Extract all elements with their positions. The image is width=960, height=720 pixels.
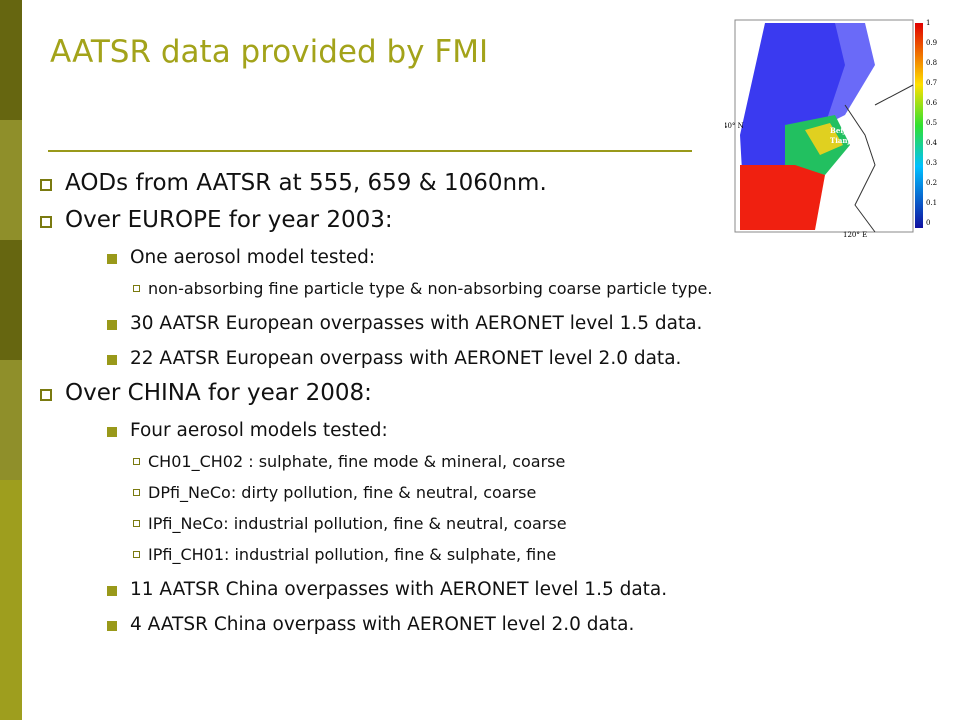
bullet: Over EUROPE for year 2003: <box>0 205 960 235</box>
coastline <box>874 84 914 106</box>
sub-bullet: One aerosol model tested: <box>0 246 960 270</box>
side-bar <box>0 480 22 720</box>
colorbar-label: 0.9 <box>926 39 937 47</box>
colorbar-label: 0 <box>926 219 930 227</box>
bullet: Over CHINA for year 2008: <box>0 378 960 408</box>
lat-label: 40° N <box>725 122 744 130</box>
colorbar <box>915 23 923 228</box>
map-swath <box>805 123 843 155</box>
sub-sub-bullet: DPfi_NeCo: dirty pollution, fine & neutr… <box>0 481 960 505</box>
side-bar <box>0 240 22 360</box>
colorbar-label: 0.8 <box>926 59 937 67</box>
side-bar <box>0 0 22 120</box>
sub-sub-bullet: IPfi_CH01: industrial pollution, fine & … <box>0 543 960 567</box>
side-bar <box>0 120 22 240</box>
side-bar <box>0 360 22 480</box>
colorbar-label: 1 <box>926 19 930 27</box>
map-swath <box>740 165 825 230</box>
colorbar-label: 0.7 <box>926 79 937 87</box>
sub-bullet: 4 AATSR China overpass with AERONET leve… <box>0 613 960 637</box>
lon-label: 120° E <box>843 231 867 239</box>
place-label: Tianjin <box>830 136 858 145</box>
sub-sub-bullet: IPfi_NeCo: industrial pollution, fine & … <box>0 512 960 536</box>
colorbar-label: 0.1 <box>926 199 937 207</box>
sub-sub-bullet: non-absorbing fine particle type & non-a… <box>0 277 960 301</box>
slide-title: AATSR data provided by FMI <box>50 34 489 70</box>
bullet-list: AODs from AATSR at 555, 659 & 1060nm. Ove… <box>0 161 960 637</box>
colorbar-label: 0.3 <box>926 159 937 167</box>
sub-bullet: 22 AATSR European overpass with AERONET … <box>0 347 960 371</box>
title-rule <box>48 150 692 152</box>
sub-bullet: Four aerosol models tested: <box>0 419 960 443</box>
colorbar-label: 0.4 <box>926 139 938 147</box>
sub-bullet: 30 AATSR European overpasses with AERONE… <box>0 312 960 336</box>
colorbar-label: 0.6 <box>926 99 938 107</box>
map-swath <box>825 23 875 125</box>
coastline <box>844 104 876 233</box>
bullet: AODs from AATSR at 555, 659 & 1060nm. <box>0 168 960 198</box>
sub-bullet: 11 AATSR China overpasses with AERONET l… <box>0 578 960 602</box>
colorbar-label: 0.2 <box>926 179 937 187</box>
place-label: Beijing <box>830 126 858 135</box>
sub-sub-bullet: CH01_CH02 : sulphate, fine mode & minera… <box>0 450 960 474</box>
colorbar-label: 0.5 <box>926 119 937 127</box>
